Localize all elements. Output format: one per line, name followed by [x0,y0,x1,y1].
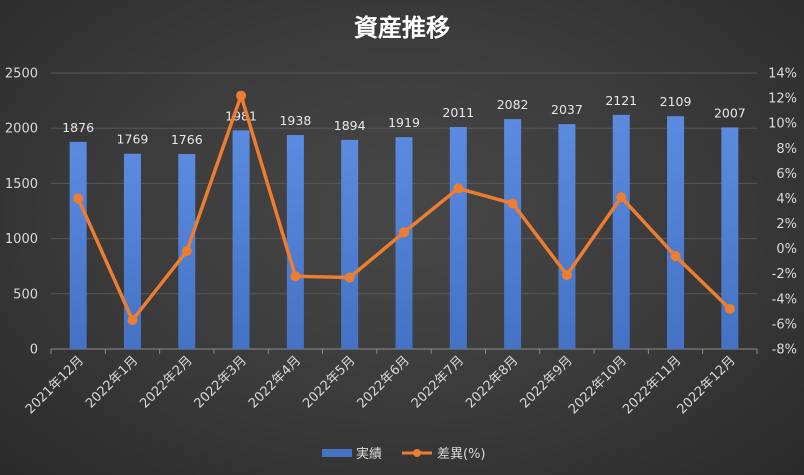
left-axis: 0 500 1000 1500 2000 2500 [5,67,38,358]
right-axis-tick-label: 8% [776,142,797,157]
right-axis-tick-label: 4% [776,192,797,207]
line-point [453,183,464,194]
bar [667,116,685,349]
x-axis-category-label: 2022年8月 [463,353,521,411]
chart-title: 資産推移 [354,14,450,42]
bar-series [69,114,739,350]
line-point [399,227,409,238]
right-axis-tick-label: -2% [772,267,797,282]
bar-data-label: 2082 [497,97,529,112]
line-point [670,251,681,262]
line-point [561,269,572,280]
x-axis-category-label: 2022年7月 [409,353,467,411]
bar [612,114,630,349]
x-axis-category-label: 2022年12月 [675,353,739,417]
line-point [290,271,301,282]
bar [721,127,739,349]
legend-line-marker [413,449,421,457]
left-axis-tick-label: 2000 [5,122,38,137]
right-axis-tick-label: 14% [768,67,797,82]
bar-data-label: 2011 [442,105,474,120]
bar [558,124,576,349]
bar [232,130,250,349]
x-axis-category-label: 2021年12月 [23,353,87,417]
bar-data-label: 1894 [334,118,366,133]
left-axis-tick-label: 1000 [5,232,38,247]
right-axis-tick-label: 6% [776,167,797,182]
bar [123,153,141,349]
x-axis: 2021年12月2022年1月2022年2月2022年3月2022年4月2022… [23,349,758,417]
right-axis-tick-label: 10% [768,117,797,132]
x-axis-category-label: 2022年4月 [246,353,304,411]
bar [69,141,87,349]
right-axis-tick-label: 2% [776,217,797,232]
bar-data-label: 1919 [388,115,420,130]
line-point [344,272,355,283]
line-point [181,246,192,257]
legend: 実績 差異(%) [322,446,486,462]
line-point [73,193,84,204]
line-point [724,303,735,314]
left-axis-tick-label: 2500 [5,67,38,82]
x-axis-category-label: 2022年9月 [518,353,576,411]
right-axis-tick-label: 12% [768,92,797,107]
right-axis-tick-label: -8% [772,343,797,358]
bar-data-label: 1938 [279,113,311,128]
x-axis-category-label: 2022年5月 [300,353,358,411]
right-axis-tick-label: -4% [772,292,797,307]
bar [395,137,413,349]
x-axis-category-label: 2022年1月 [83,353,141,411]
bar-data-label: 2109 [660,94,692,109]
left-axis-tick-label: 0 [30,343,38,358]
bar [341,139,359,349]
bar [504,119,522,349]
right-axis-tick-label: -6% [772,317,797,332]
x-axis-category-label: 2022年2月 [137,353,195,411]
bar-data-labels: 1876 1769 1766 1981 1938 1894 1919 2011 2082 2037… [62,93,746,147]
right-axis-tick-label: 0% [776,242,797,257]
line-point [616,192,627,203]
bar-data-label: 1981 [225,108,257,123]
x-axis-category-label: 2022年6月 [355,353,413,411]
line-point [127,315,138,326]
bar-data-label: 2121 [605,93,637,108]
bar-data-label: 1766 [171,132,203,147]
line-series [73,90,735,326]
line-point [236,90,247,101]
right-axis: -8% -6% -4% -2% 0% 2% 4% 6% 8% 10% 12% 14% [768,67,797,358]
bar-data-label: 2007 [714,105,746,120]
bar-data-label: 1769 [117,132,149,147]
x-axis-category-label: 2022年3月 [192,353,250,411]
legend-bar-swatch [322,449,352,457]
bar-data-label: 2037 [551,102,583,117]
bar [449,126,467,350]
bar [286,135,304,349]
line-point [507,198,518,209]
legend-label-bar: 実績 [356,446,382,462]
legend-label-line: 差異(%) [437,447,486,462]
left-axis-tick-label: 1500 [5,177,38,192]
left-axis-tick-label: 500 [13,287,38,302]
bar-data-label: 1876 [62,120,94,135]
